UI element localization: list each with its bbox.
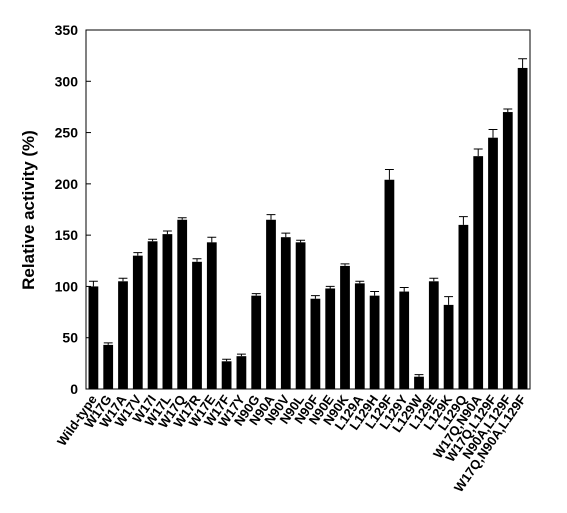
bar [488,137,498,389]
bar [340,265,350,389]
y-tick-label: 50 [62,330,78,346]
error-bar [162,230,172,235]
bar [147,241,158,389]
y-axis-label: Relative activity (%) [19,130,38,290]
y-tick-label: 350 [55,22,79,38]
error-bar [118,277,128,282]
error-bar [310,295,320,299]
bar [177,219,188,389]
error-bar [355,280,365,284]
bar [443,304,454,389]
error-bar [236,353,246,357]
error-bar [207,236,217,243]
bar [399,291,410,389]
bar [458,224,469,389]
y-tick-label: 200 [55,176,79,192]
bar [192,261,202,389]
bar [310,298,321,389]
y-tick-label: 0 [70,381,78,397]
error-bar [458,216,468,225]
bar [206,242,217,389]
error-bar [384,168,394,180]
bar [162,234,173,389]
bar [428,281,439,389]
bar [502,112,513,390]
error-bar [251,293,261,296]
bar [221,361,232,389]
error-bar [414,374,424,377]
bar [369,295,380,389]
bar [354,283,365,389]
bar [414,376,424,389]
bar [280,237,291,389]
bar [295,242,306,389]
error-bar [429,277,439,282]
error-bar [444,296,454,305]
bar [517,67,528,390]
y-tick-label: 150 [55,227,79,243]
error-bar [222,358,232,362]
error-bar [281,232,291,238]
y-tick-label: 100 [55,278,79,294]
error-bar [488,128,498,138]
bar [88,286,99,389]
bar [118,281,128,389]
y-tick-label: 300 [55,73,79,89]
bar [132,255,143,389]
error-bar [88,280,98,287]
y-tick-label: 250 [55,125,79,141]
error-bar [133,252,143,256]
bar [103,344,114,389]
bar [384,179,395,389]
error-bar [266,214,276,220]
error-bar [473,148,483,157]
error-bar [148,238,158,242]
bar [236,356,247,389]
bar [325,288,336,389]
error-bar [296,239,306,243]
bar [251,295,262,389]
error-bar [370,291,380,296]
error-bar [340,263,350,266]
error-bar [503,108,513,113]
error-bar [177,217,187,220]
bar [473,156,484,389]
error-bar [192,258,202,262]
error-bar [399,286,409,292]
error-bar [325,285,335,289]
plot-frame [85,29,531,390]
error-bar [518,58,528,68]
bar [266,219,276,389]
error-bar [103,342,113,345]
